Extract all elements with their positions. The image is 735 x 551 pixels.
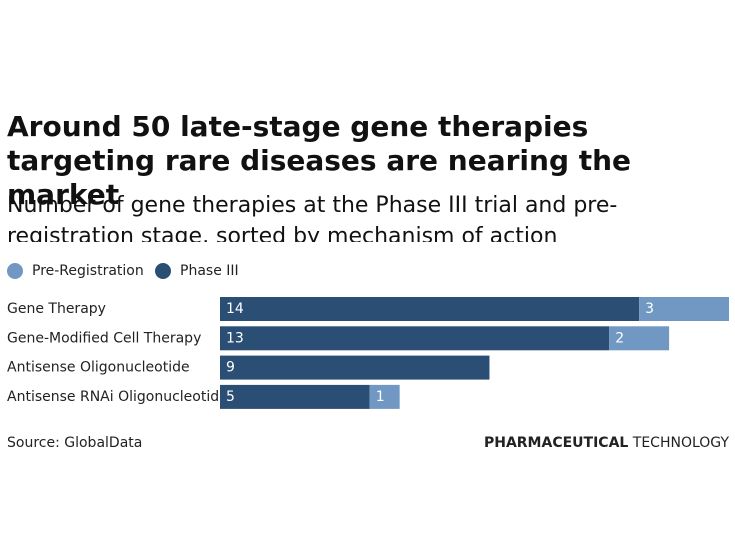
- value-label: 2: [615, 330, 624, 346]
- legend-swatch: [7, 263, 23, 279]
- bar-segment: [220, 384, 370, 409]
- category-label: Gene Therapy: [7, 301, 106, 317]
- bar-segment: [369, 384, 400, 409]
- value-label: 9: [226, 360, 235, 376]
- brand: PHARMACEUTICAL TECHNOLOGY: [484, 435, 729, 451]
- value-label: 13: [226, 330, 244, 346]
- source: Source: GlobalData: [7, 435, 142, 451]
- bar-segment: [220, 297, 640, 321]
- category-label: Antisense Oligonucleotide: [7, 360, 190, 376]
- chart-title: Around 50 late-stage gene therapies targ…: [7, 110, 632, 211]
- category-label: Gene-Modified Cell Therapy: [7, 330, 201, 346]
- chart-subtitle: Number of gene therapies at the Phase II…: [7, 193, 618, 242]
- brand-light: TECHNOLOGY: [632, 435, 730, 451]
- brand-bold: PHARMACEUTICAL: [484, 435, 628, 451]
- bar-segment: [609, 326, 670, 351]
- bar-segment: [639, 297, 729, 321]
- value-label: 5: [226, 389, 235, 405]
- value-label: 14: [226, 301, 244, 317]
- legend-swatch: [155, 263, 171, 279]
- category-label: Antisense RNAi Oligonucleotide: [7, 389, 228, 405]
- bar-segment: [220, 355, 490, 380]
- bar-segment: [220, 326, 610, 351]
- value-label: 3: [645, 301, 654, 317]
- value-label: 1: [376, 389, 385, 405]
- legend-label: Phase III: [180, 263, 239, 279]
- legend-label: Pre-Registration: [32, 263, 144, 279]
